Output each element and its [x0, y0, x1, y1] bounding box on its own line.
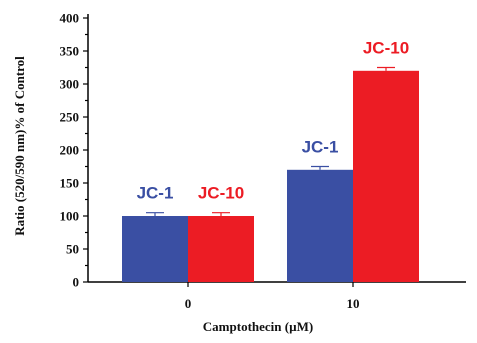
bar-label-jc-10-0: JC-10 [198, 184, 244, 203]
bar-jc-10-10 [353, 70, 419, 282]
y-tick-label-6: 300 [60, 77, 80, 92]
y-tick-label-2: 100 [60, 209, 80, 224]
bar-label-jc-1-10: JC-1 [302, 138, 339, 157]
y-tick-label-7: 350 [60, 44, 80, 59]
bar-jc-1-0 [122, 216, 188, 282]
y-axis-title: Ratio (520/590 nm)% of Control [12, 56, 27, 236]
y-tick-label-4: 200 [60, 143, 80, 158]
bar-label-jc-1-0: JC-1 [137, 184, 174, 203]
bar-jc-10-0 [188, 216, 254, 282]
y-tick-label-5: 250 [60, 110, 80, 125]
plot-area: 0 50 100 150 200 250 300 350 400 0 JC-1 JC-10 10 JC-1… [60, 11, 466, 311]
bar-jc-1-10 [287, 169, 353, 282]
y-tick-label-1: 50 [66, 242, 79, 257]
y-tick-label-8: 400 [60, 11, 80, 26]
bar-label-jc-10-10: JC-10 [363, 39, 409, 58]
y-tick-label-0: 0 [73, 275, 80, 290]
x-axis-title: Camptothecin (µM) [203, 319, 313, 334]
x-tick-label-1: 10 [347, 296, 360, 311]
y-tick-label-3: 150 [60, 176, 80, 191]
x-tick-label-0: 0 [185, 296, 192, 311]
